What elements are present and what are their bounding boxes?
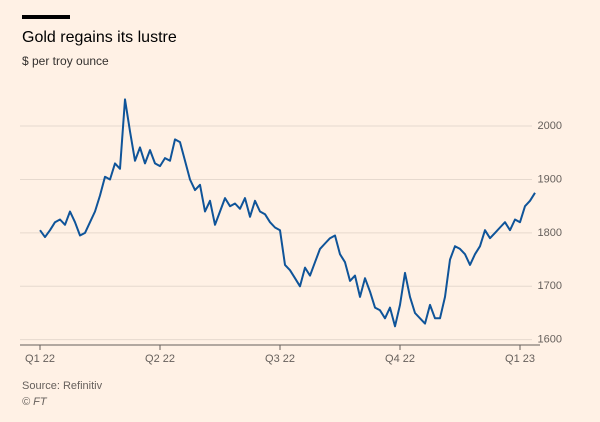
y-tick-label: 1600 (538, 334, 562, 346)
x-tick-label: Q1 22 (25, 353, 55, 365)
chart-title: Gold regains its lustre (22, 29, 177, 46)
x-tick-label: Q3 22 (265, 353, 295, 365)
y-tick-label: 1700 (538, 280, 562, 292)
price-line (39, 98, 536, 328)
y-tick-label: 1800 (538, 227, 562, 239)
y-tick-label: 1900 (538, 173, 562, 185)
x-tick-label: Q1 23 (505, 353, 535, 365)
source: Source: Refinitiv (22, 380, 103, 392)
x-tick-label: Q4 22 (385, 353, 415, 365)
y-tick-label: 2000 (538, 120, 562, 132)
credit: © FT (22, 396, 48, 408)
x-tick-label: Q2 22 (145, 353, 175, 365)
chart-subtitle: $ per troy ounce (22, 54, 109, 68)
title-bar (22, 15, 70, 19)
